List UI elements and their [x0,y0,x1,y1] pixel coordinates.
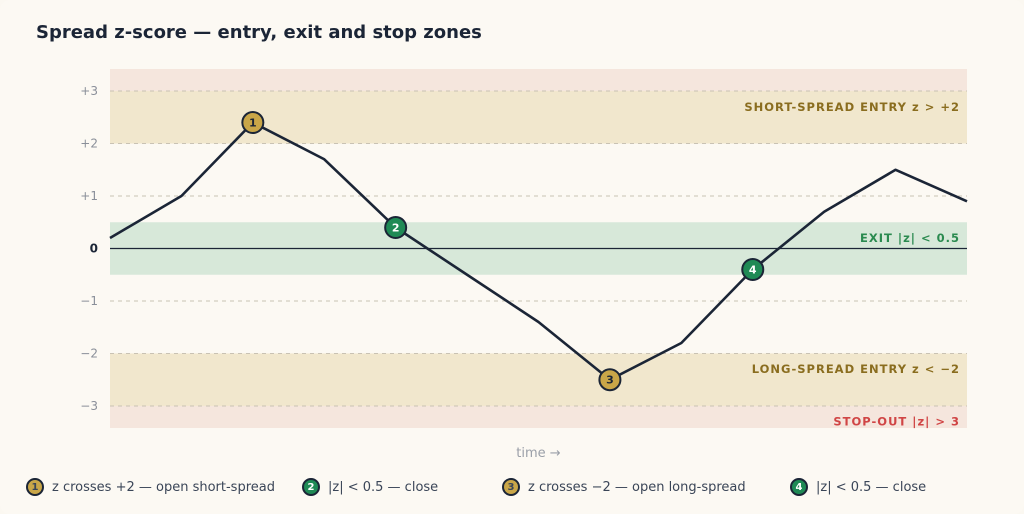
zone-label: SHORT-SPREAD ENTRY z > +2 [744,100,960,114]
event-marker-1 [241,111,265,135]
zone-label: EXIT |z| < 0.5 [860,231,960,245]
zone-label: LONG-SPREAD ENTRY z < −2 [752,362,960,376]
zone-band-entry-zone [110,353,967,406]
legend-badge-3: 3 [502,478,520,496]
legend-label: |z| < 0.5 — close [816,479,927,495]
legend-item: 2 |z| < 0.5 — close [302,476,438,498]
legend-item: 1 z crosses +2 — open short-spread [26,476,275,498]
zone-label: STOP-OUT |z| > 3 [833,415,960,429]
y-tick-label: −1 [80,294,98,308]
event-marker-label: 1 [249,117,257,130]
event-marker-2 [384,216,408,240]
y-tick-label: 0 [90,242,98,256]
legend-badge-4: 4 [790,478,808,496]
event-marker-3 [598,368,622,392]
legend-badge-1: 1 [26,478,44,496]
y-tick-label: −2 [80,346,98,360]
legend-label: z crosses −2 — open long-spread [528,479,746,495]
legend-item: 3 z crosses −2 — open long-spread [502,476,746,498]
y-tick-label: −3 [80,399,98,413]
y-tick-label: +3 [80,84,98,98]
y-tick-label: +1 [80,189,98,203]
y-tick-label: +2 [80,137,98,151]
event-marker-4 [741,257,765,281]
event-marker-label: 4 [749,263,757,276]
legend-item: 4 |z| < 0.5 — close [790,476,926,498]
legend-badge-2: 2 [302,478,320,496]
legend: 1 z crosses +2 — open short-spread 2 |z|… [0,476,1024,500]
legend-label: |z| < 0.5 — close [328,479,439,495]
event-marker-label: 2 [392,222,400,235]
x-axis-label: time → [516,446,561,461]
chart-title: Spread z-score — entry, exit and stop zo… [36,22,482,43]
event-marker-label: 3 [606,374,614,387]
legend-label: z crosses +2 — open short-spread [52,479,275,495]
